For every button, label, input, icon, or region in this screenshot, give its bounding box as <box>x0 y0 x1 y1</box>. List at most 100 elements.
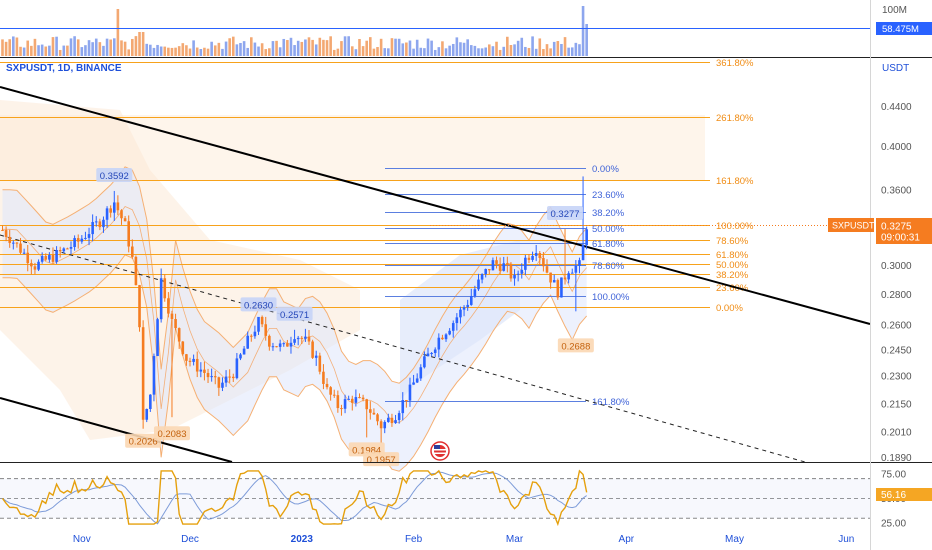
candle-body <box>278 343 282 347</box>
volume-bar <box>192 40 195 56</box>
candle-body <box>22 252 26 254</box>
volume-bar <box>451 43 455 56</box>
volume-bar <box>444 48 448 56</box>
candle-body <box>131 246 134 257</box>
candle-body <box>149 394 152 409</box>
candle-body <box>87 234 91 238</box>
volume-bar <box>116 9 120 56</box>
price-tick-label: 0.2010 <box>881 428 912 439</box>
candle-body <box>477 279 480 290</box>
candle-body <box>325 383 329 388</box>
symbol-tag <box>828 218 874 232</box>
fib-blue-label: 0.00% <box>592 164 619 175</box>
volume-bar <box>401 43 405 56</box>
candle-body <box>423 356 426 368</box>
candle-body <box>455 317 459 324</box>
descending-trendline <box>0 86 871 325</box>
candle-body <box>120 210 123 219</box>
candle-body <box>322 371 325 384</box>
volume-bar <box>473 45 477 56</box>
us-flag-icon <box>430 441 450 461</box>
volume-bar <box>289 37 293 56</box>
volume-bar <box>322 39 325 56</box>
candle-body <box>286 343 289 347</box>
fib-blue-label: 50.00% <box>592 224 625 235</box>
volume-bar <box>336 48 340 56</box>
volume-bar <box>549 48 552 56</box>
candle-body <box>405 400 408 402</box>
volume-bar <box>167 47 170 56</box>
volume-bar <box>516 40 520 56</box>
volume-bar <box>84 45 87 56</box>
price-tick-label: 0.3600 <box>881 186 912 197</box>
candle-body <box>415 378 419 383</box>
volume-bar <box>199 49 203 56</box>
candle-body <box>127 221 131 247</box>
volume-bar <box>4 41 8 56</box>
price-label-box <box>125 433 162 448</box>
volume-bar <box>293 45 296 56</box>
price-tick-label: 0.4000 <box>881 142 912 153</box>
candle-body <box>30 263 33 267</box>
candle-body <box>574 265 578 273</box>
price-label-text: 0.3592 <box>100 171 129 182</box>
volume-bar <box>397 38 401 56</box>
volume-bar <box>206 48 210 56</box>
candle-body <box>26 252 30 264</box>
candle-body <box>163 278 167 299</box>
volume-bar <box>235 44 239 56</box>
volume-bar <box>387 48 390 56</box>
candle-body <box>138 285 141 328</box>
volume-bar <box>12 36 15 56</box>
candle-body <box>271 346 275 348</box>
candle-body <box>433 349 437 354</box>
candle-body <box>195 358 199 372</box>
candle-body <box>170 313 174 320</box>
time-tick-label: Mar <box>506 534 524 545</box>
volume-bar <box>426 38 430 56</box>
candle-body <box>177 328 181 342</box>
volume-bar <box>300 41 304 56</box>
volume-bar <box>134 36 138 56</box>
candle-body <box>581 245 585 261</box>
candle-body <box>350 398 354 403</box>
volume-bar <box>455 37 459 56</box>
volume-bar <box>448 45 451 56</box>
candle-body <box>426 353 430 357</box>
candle-body <box>134 256 138 286</box>
volume-bar <box>390 38 394 56</box>
price-label-text: 0.1957 <box>367 455 396 466</box>
time-tick-label: Nov <box>73 534 91 545</box>
candle-body <box>347 398 350 400</box>
volume-bar <box>491 46 495 56</box>
candle-body <box>264 324 268 336</box>
volume-bar <box>141 32 145 56</box>
volume-bar <box>91 42 94 56</box>
volume-bar <box>296 40 300 56</box>
volume-bar <box>260 43 264 56</box>
price-tick-label: 0.2600 <box>881 321 912 332</box>
volume-bar <box>195 47 199 56</box>
candle-body <box>94 221 98 223</box>
candle-body <box>253 331 257 337</box>
fib-blue-label: 23.60% <box>592 190 625 201</box>
volume-bar <box>213 45 217 56</box>
fib-orange-label: 50.00% <box>716 260 749 271</box>
volume-bar <box>415 39 419 56</box>
time-tick-label: Feb <box>405 534 423 545</box>
time-tick-label: May <box>725 534 744 545</box>
volume-bar <box>423 48 426 56</box>
candle-body <box>66 248 69 250</box>
volume-bar <box>462 42 466 56</box>
candle-body <box>361 397 365 400</box>
volume-bar <box>275 40 278 56</box>
volume-bar <box>354 49 358 56</box>
volume-bar <box>246 47 250 56</box>
candle-body <box>556 280 560 298</box>
volume-bar <box>383 48 387 56</box>
candle-body <box>531 255 534 260</box>
volume-bar <box>102 45 105 56</box>
candle-body <box>383 421 387 429</box>
volume-bar <box>264 49 268 56</box>
volume-bar <box>44 46 48 56</box>
